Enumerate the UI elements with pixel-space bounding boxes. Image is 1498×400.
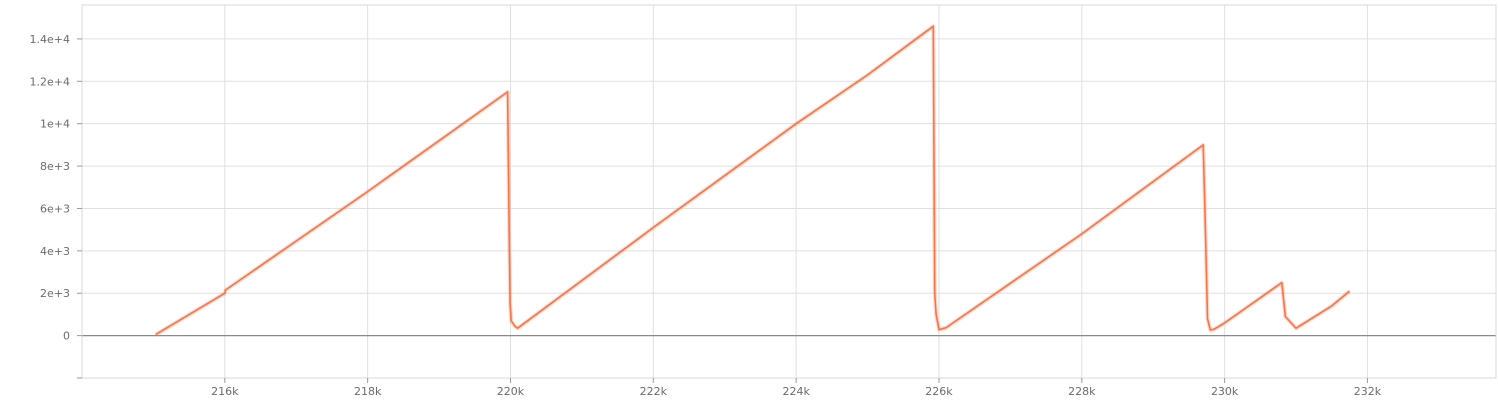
x-tick-label: 220k xyxy=(497,385,525,398)
series-group xyxy=(154,24,1351,337)
x-tick-label: 228k xyxy=(1068,385,1096,398)
y-tick-label: 4e+3 xyxy=(40,245,70,258)
y-tick-label: 0 xyxy=(63,330,70,343)
series-line-halo xyxy=(154,24,1351,337)
x-tick-label: 216k xyxy=(211,385,239,398)
x-tick-label: 222k xyxy=(640,385,668,398)
y-tick-label: 1.4e+4 xyxy=(30,33,70,46)
y-axis-ticks: 0 2e+3 4e+3 6e+3 8e+3 1e+4 1.2e+4 1.4e+4 xyxy=(30,33,82,379)
y-tick-label: 6e+3 xyxy=(40,202,70,215)
y-tick-label: 8e+3 xyxy=(40,160,70,173)
y-tick-label: 1.2e+4 xyxy=(30,75,70,88)
x-tick-label: 224k xyxy=(782,385,810,398)
x-tick-label: 230k xyxy=(1211,385,1239,398)
x-tick-label: 218k xyxy=(354,385,382,398)
x-tick-label: 232k xyxy=(1354,385,1382,398)
y-gridlines xyxy=(82,38,1496,294)
x-tick-label: 226k xyxy=(925,385,953,398)
y-tick-label: 1e+4 xyxy=(40,118,70,131)
x-gridlines xyxy=(224,5,1368,378)
series-line xyxy=(155,25,1351,336)
y-tick-label: 2e+3 xyxy=(40,287,70,300)
x-axis-ticks: 216k 218k 220k 222k 224k 226k 228k 230k 232k xyxy=(211,378,1382,398)
plot-frame xyxy=(81,4,1497,379)
